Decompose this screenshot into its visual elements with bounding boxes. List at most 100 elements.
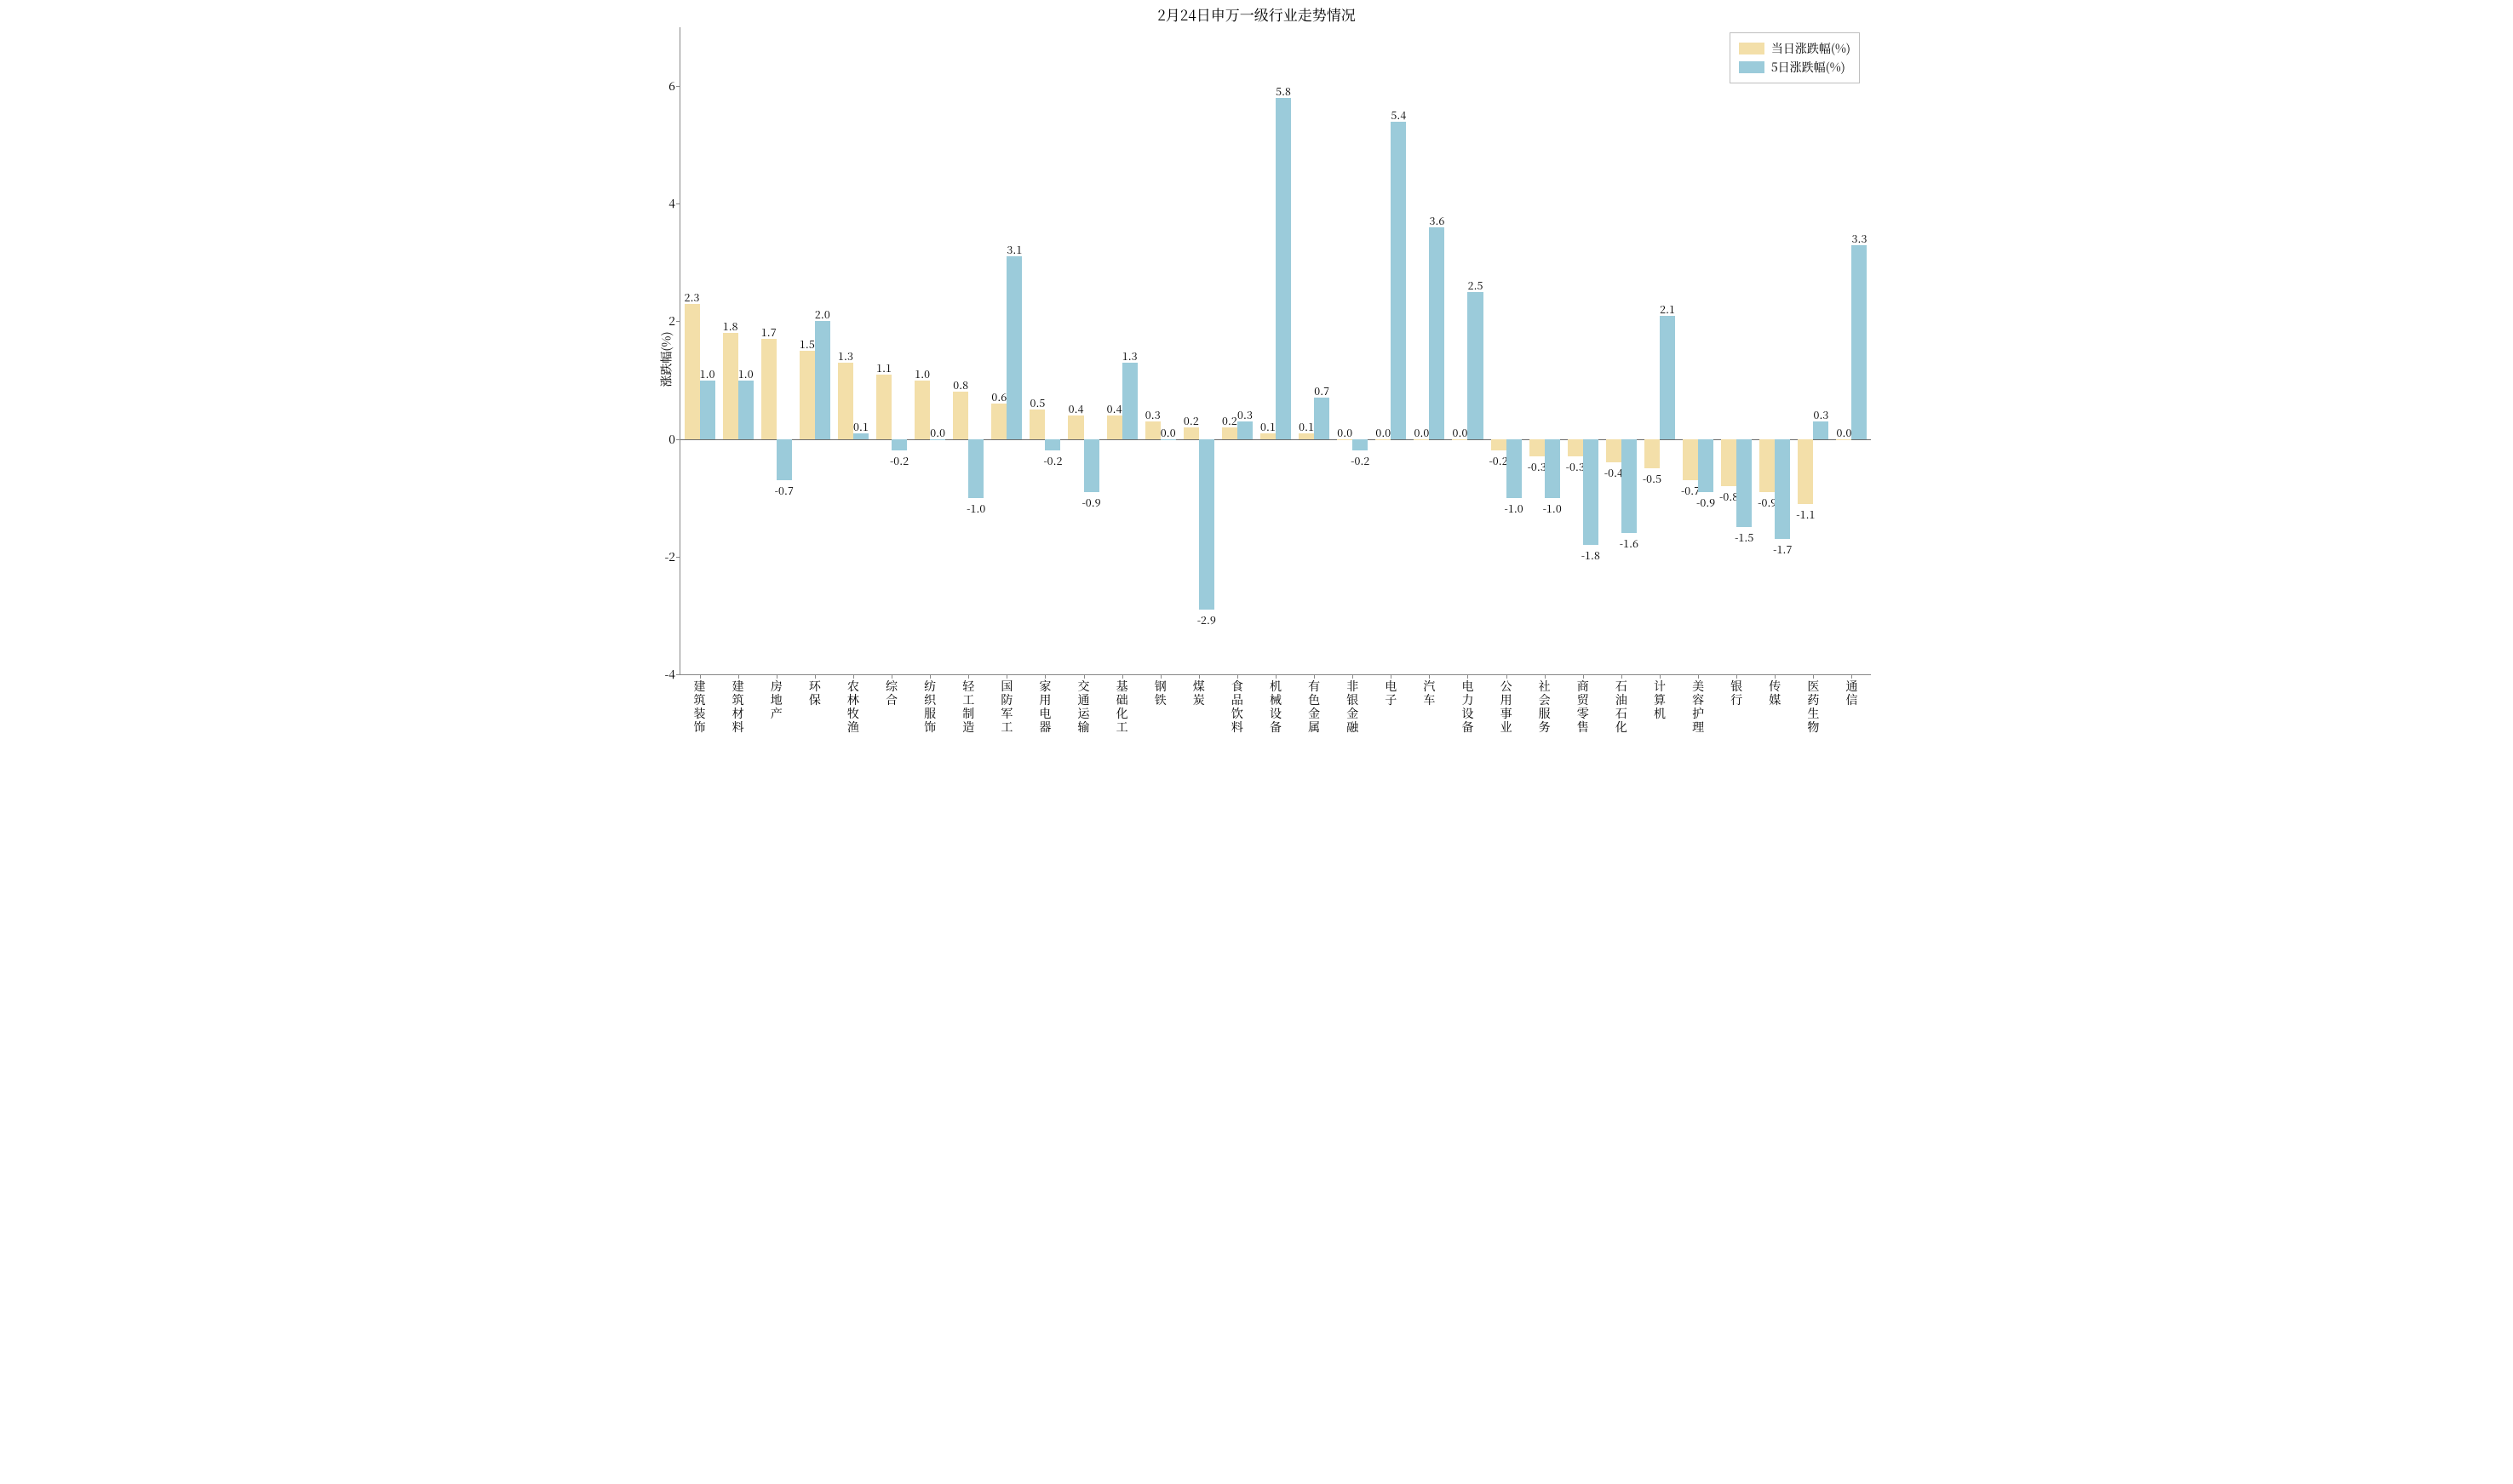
bars-layer: 2.31.01.81.01.7-0.71.52.01.30.11.1-0.21.…: [680, 27, 1871, 674]
bar: [1759, 439, 1775, 492]
bar-value-label: -1.8: [1581, 547, 1600, 563]
x-tick-label: 纺织服饰: [924, 674, 936, 734]
x-tick-label: 电子: [1385, 674, 1397, 707]
bar-value-label: 0.5: [1030, 395, 1045, 410]
bar-value-label: -0.4: [1604, 465, 1623, 480]
bar: [1184, 427, 1199, 439]
bar: [1775, 439, 1790, 539]
bar-value-label: 0.0: [1453, 425, 1468, 440]
x-tick-label: 家用电器: [1039, 674, 1051, 734]
bar-value-label: 3.1: [1007, 242, 1022, 257]
bar: [1491, 439, 1506, 451]
bar: [738, 381, 754, 439]
bar-value-label: -0.9: [1082, 495, 1100, 510]
bar-value-label: -0.9: [1696, 495, 1715, 510]
bar-value-label: 1.5: [800, 336, 815, 352]
bar-value-label: 1.1: [876, 360, 892, 375]
bar-value-label: -1.0: [1543, 501, 1562, 516]
x-tick-label: 电力设备: [1461, 674, 1473, 734]
x-tick-label: 轻工制造: [962, 674, 974, 734]
bar: [1721, 439, 1736, 486]
bar-value-label: 0.0: [1337, 425, 1352, 440]
bar-value-label: 0.2: [1184, 413, 1199, 428]
bar-value-label: 0.7: [1314, 383, 1329, 398]
bar-value-label: -1.1: [1796, 507, 1815, 522]
x-tick-label: 医药生物: [1807, 674, 1819, 734]
bar: [1467, 292, 1483, 439]
bar: [1851, 245, 1867, 439]
bar: [1506, 439, 1522, 498]
legend-label: 当日涨跌幅(%): [1771, 40, 1850, 57]
x-tick-label: 社会服务: [1539, 674, 1551, 734]
bar-value-label: 0.0: [1414, 425, 1429, 440]
bar: [1122, 363, 1138, 439]
bar-value-label: 1.0: [738, 366, 754, 381]
bar: [1644, 439, 1660, 469]
bar-value-label: 2.5: [1468, 278, 1483, 293]
bar: [968, 439, 984, 498]
bar-value-label: -1.0: [967, 501, 985, 516]
bar: [876, 375, 892, 439]
x-tick-label: 商贸零售: [1577, 674, 1589, 734]
bar-value-label: 0.4: [1107, 401, 1122, 416]
bar-value-label: 5.4: [1391, 107, 1406, 123]
bar: [723, 333, 738, 438]
x-tick-label: 机械设备: [1270, 674, 1282, 734]
bar-value-label: -1.5: [1735, 530, 1753, 545]
bar-value-label: 0.0: [930, 425, 945, 440]
bar: [853, 433, 869, 439]
bar: [1145, 421, 1161, 439]
x-tick-label: 国防军工: [1001, 674, 1013, 734]
bar-value-label: 0.3: [1145, 407, 1161, 422]
bar: [1314, 398, 1329, 438]
bar-value-label: 2.0: [815, 307, 830, 322]
bar-value-label: 0.8: [953, 377, 968, 392]
bar: [1299, 433, 1314, 439]
bar-value-label: 0.0: [1161, 425, 1176, 440]
x-tick-label: 食品饮料: [1231, 674, 1243, 734]
bar: [1429, 227, 1444, 439]
bar-value-label: -0.5: [1643, 471, 1661, 486]
x-tick-label: 综合: [886, 674, 898, 707]
legend-swatch: [1739, 43, 1764, 54]
bar-value-label: 0.1: [853, 419, 869, 434]
bar-value-label: -0.3: [1566, 459, 1585, 474]
x-tick-label: 传媒: [1769, 674, 1781, 707]
bar-value-label: 1.0: [915, 366, 930, 381]
bar: [1583, 439, 1598, 545]
x-tick-label: 计算机: [1654, 674, 1666, 720]
y-axis-label: 涨跌幅(%): [658, 331, 675, 387]
bar: [1529, 439, 1545, 457]
bar-value-label: -1.7: [1773, 541, 1792, 557]
chart-title: 2月24日申万一级行业走势情况: [628, 3, 1885, 25]
bar: [953, 392, 968, 438]
bar-value-label: 0.1: [1299, 419, 1314, 434]
bar: [777, 439, 792, 480]
bar: [1568, 439, 1583, 457]
bar-value-label: -0.9: [1758, 495, 1776, 510]
x-tick-label: 美容护理: [1692, 674, 1704, 734]
plot-area: 2.31.01.81.01.7-0.71.52.01.30.11.1-0.21.…: [680, 27, 1871, 675]
bar: [1683, 439, 1698, 480]
bar-value-label: 1.7: [761, 324, 777, 340]
bar: [838, 363, 853, 439]
bar: [1545, 439, 1560, 498]
bar: [1107, 415, 1122, 439]
x-tick-label: 钢铁: [1155, 674, 1167, 707]
bar: [1660, 316, 1675, 439]
x-tick-label: 建筑装饰: [694, 674, 706, 734]
bar: [1222, 427, 1237, 439]
x-tick-label: 基础化工: [1116, 674, 1128, 734]
x-tick-label: 通信: [1845, 674, 1857, 707]
bar: [700, 381, 715, 439]
bar-value-label: 0.0: [1375, 425, 1391, 440]
bar-value-label: 0.1: [1260, 419, 1276, 434]
x-tick-label: 银行: [1730, 674, 1742, 707]
bar: [685, 304, 700, 439]
bar: [815, 321, 830, 438]
industry-trend-chart: 2月24日申万一级行业走势情况 涨跌幅(%) 2.31.01.81.01.7-0…: [628, 0, 1885, 742]
bar: [1007, 256, 1022, 438]
bar-value-label: 0.3: [1237, 407, 1253, 422]
bar: [892, 439, 907, 451]
bar: [1199, 439, 1214, 610]
